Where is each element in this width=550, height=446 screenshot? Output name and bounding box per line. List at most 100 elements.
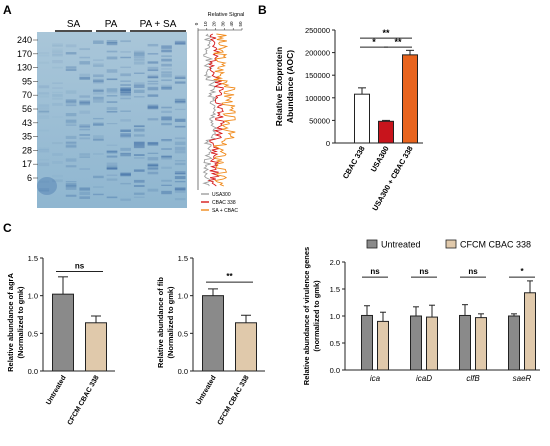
- trace-series-line: [212, 33, 236, 187]
- gel-band: [106, 110, 118, 112]
- gel-band: [106, 178, 118, 181]
- gel-band: [161, 79, 172, 82]
- gel-group-label: PA + SA: [140, 19, 177, 30]
- bar: [402, 54, 418, 144]
- gel-band: [52, 50, 63, 53]
- x-tick-label: CFCM CBAC 338: [67, 374, 101, 426]
- gel-band: [161, 148, 172, 150]
- gel-band: [161, 86, 172, 90]
- x-tick-label: ica: [370, 374, 381, 383]
- legend-label: Untreated: [381, 240, 421, 250]
- gel-band: [79, 125, 91, 128]
- gel-band: [93, 135, 104, 139]
- gel-band: [174, 146, 186, 151]
- gel-band: [79, 129, 91, 131]
- gel-band: [38, 52, 50, 54]
- gel-band: [65, 44, 77, 48]
- y-tick-label: 50000: [309, 116, 330, 125]
- gel-band: [65, 104, 77, 107]
- gel-band: [79, 124, 91, 127]
- gel-band: [79, 153, 91, 156]
- gel-band: [79, 96, 91, 98]
- significance-label: *: [520, 267, 524, 276]
- gel-band: [79, 77, 91, 80]
- gel-band: [147, 163, 159, 167]
- gel-band: [38, 110, 50, 113]
- gel-band: [161, 139, 172, 142]
- gel-band: [93, 175, 104, 179]
- y-tick-label: 0.0: [28, 367, 38, 376]
- gel-band: [161, 84, 172, 88]
- bar: [378, 120, 394, 144]
- gel-band: [93, 153, 104, 155]
- y-tick-label: 200000: [305, 49, 330, 58]
- bar: [459, 314, 471, 371]
- gel-band: [147, 76, 159, 79]
- gel-band: [133, 96, 145, 98]
- gel-band: [147, 43, 159, 47]
- gel-band: [38, 148, 50, 153]
- gel-band: [120, 152, 131, 157]
- gel-band: [65, 186, 77, 190]
- agra-bar-chart: 0.0 0.5 1.0 1.5 Relative abundance of agrA (N…: [6, 254, 115, 427]
- gel-band: [161, 123, 172, 125]
- gel-band: [52, 142, 63, 144]
- gel-band: [174, 190, 186, 193]
- gel-band: [133, 128, 145, 132]
- y-tick-label: 1.5: [330, 285, 340, 294]
- y-tick-label: 1.5: [28, 254, 38, 263]
- bar: [410, 315, 422, 371]
- gel-band: [120, 87, 131, 91]
- x-tick-label: CBAC 338: [341, 145, 367, 181]
- gel-band: [147, 53, 159, 55]
- gel-band: [120, 119, 131, 122]
- gel-band: [174, 40, 186, 44]
- gel-marker-label: 70: [22, 90, 32, 100]
- y-tick-label: 1.0: [28, 292, 38, 301]
- gel-band: [106, 165, 118, 169]
- gel-band: [65, 119, 77, 123]
- gel-band: [174, 188, 186, 190]
- fib-bar-chart: 0.0 0.5 1.0 1.5 Relative abundance of fib (No…: [156, 254, 265, 427]
- gel-band: [79, 156, 91, 158]
- gel-marker-labels: 240 170 130 95 70 56 43 35 28 17 6: [17, 35, 38, 183]
- gel-band: [161, 116, 172, 120]
- y-axis-label: Abundance (AOC): [285, 50, 295, 123]
- y-tick-label: 0.5: [330, 339, 340, 348]
- gel-group-label: PA: [105, 19, 118, 30]
- gel-band: [52, 91, 63, 94]
- gel-band: [120, 129, 131, 132]
- gel-band: [174, 81, 186, 84]
- gel-band: [106, 174, 118, 176]
- gel-marker-label: 28: [22, 145, 32, 155]
- gel-band: [65, 183, 77, 185]
- gel-band: [120, 135, 131, 139]
- gel-band: [147, 171, 159, 175]
- virulence-genes-bar-chart: 0.0 0.5 1.0 1.5 2.0 Relative abundance of vir…: [302, 240, 540, 385]
- gel-band: [120, 89, 131, 94]
- gel-band: [52, 52, 63, 54]
- y-axis-label: Relative abundance of fib: [156, 277, 165, 368]
- gel-band: [133, 144, 145, 148]
- gel-band: [52, 48, 63, 51]
- gel-band: [120, 40, 131, 43]
- gel-band: [106, 150, 118, 154]
- gel-band: [93, 89, 104, 93]
- gel-band: [79, 101, 91, 103]
- gel-band: [93, 118, 104, 120]
- gel-band: [133, 157, 145, 159]
- bar: [524, 292, 536, 371]
- gel-band: [52, 50, 63, 52]
- exoprotein-bar-chart: 0 50000 100000 150000 200000 250000 Relative E…: [274, 26, 423, 212]
- gel-band: [52, 179, 63, 182]
- gel-band: [133, 192, 145, 195]
- gel-band: [93, 97, 104, 100]
- gel-marker-label: 6: [27, 173, 32, 183]
- gel-band: [52, 43, 63, 47]
- gel-band: [133, 141, 145, 145]
- x-tick-label: CFCM CBAC 338: [217, 374, 251, 426]
- panel-label-c: C: [3, 221, 12, 235]
- gel-band: [120, 182, 131, 185]
- gel-band: [93, 124, 104, 126]
- gel-band: [147, 87, 159, 91]
